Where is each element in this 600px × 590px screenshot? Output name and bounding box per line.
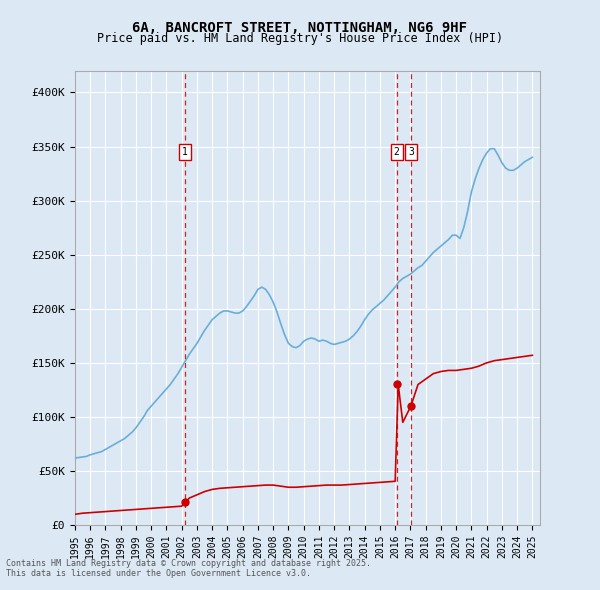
Text: 6A, BANCROFT STREET, NOTTINGHAM, NG6 9HF: 6A, BANCROFT STREET, NOTTINGHAM, NG6 9HF (133, 21, 467, 35)
Text: 3: 3 (408, 147, 414, 157)
Text: 2: 2 (394, 147, 400, 157)
Text: 1: 1 (182, 147, 188, 157)
Text: Contains HM Land Registry data © Crown copyright and database right 2025.
This d: Contains HM Land Registry data © Crown c… (6, 559, 371, 578)
Text: Price paid vs. HM Land Registry's House Price Index (HPI): Price paid vs. HM Land Registry's House … (97, 32, 503, 45)
